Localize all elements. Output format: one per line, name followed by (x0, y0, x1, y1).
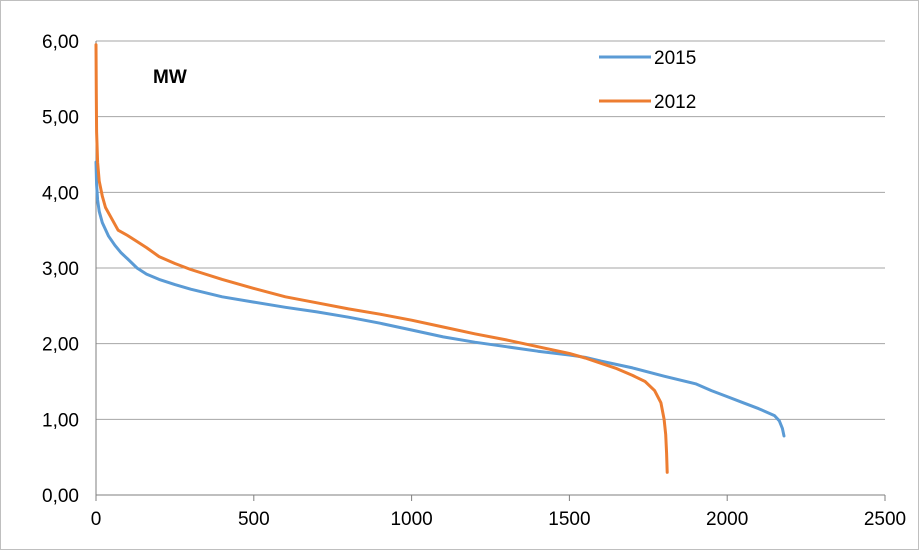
y-tick-label: 2,00 (42, 335, 79, 356)
x-tick-label: 2000 (706, 509, 748, 530)
grid-lines (96, 40, 885, 420)
y-tick-label: 5,00 (42, 108, 79, 129)
series-line-2012 (94, 43, 669, 474)
x-tick-label: 500 (238, 509, 270, 530)
y-tick-label: 1,00 (42, 410, 79, 431)
legend-label-2012: 2012 (654, 92, 696, 113)
y-tick-label: 4,00 (42, 183, 79, 204)
legend: 2015 2012 (599, 48, 696, 113)
x-tick-label: 0 (91, 509, 102, 530)
y-tick-label: 6,00 (42, 32, 79, 53)
x-tick-label: 2500 (864, 509, 906, 530)
unit-label: MW (153, 67, 187, 88)
x-tick-label: 1000 (390, 509, 432, 530)
x-tick-label: 1500 (548, 509, 590, 530)
series-lines (94, 43, 786, 474)
y-tick-label: 0,00 (42, 486, 79, 507)
y-tick-label: 3,00 (42, 259, 79, 280)
legend-label-2015: 2015 (654, 48, 696, 69)
series-line-2015 (94, 160, 786, 438)
axes (95, 41, 886, 501)
tick-labels: 0,00 1,00 2,00 3,00 4,00 5,00 6,00 0 500 1000 1500… (42, 32, 906, 530)
